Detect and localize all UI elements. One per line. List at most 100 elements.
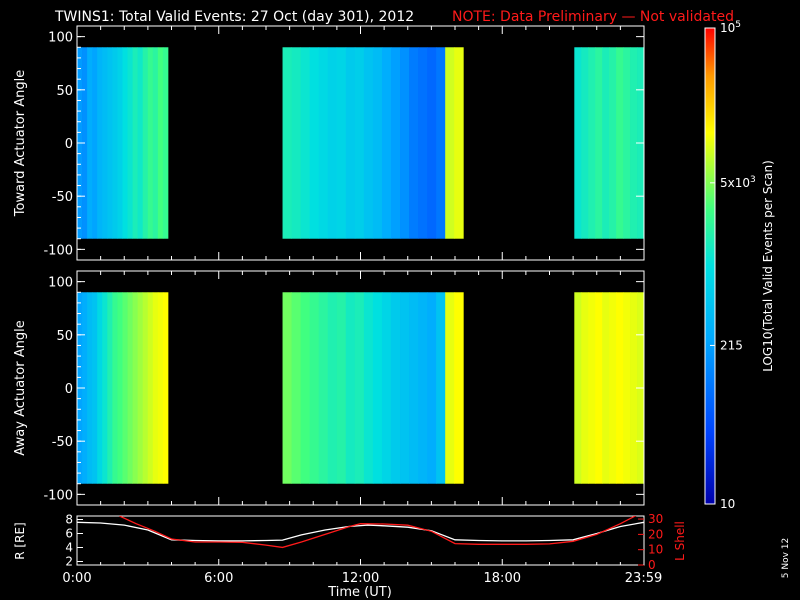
away-cell (454, 292, 464, 484)
toward-cell (400, 47, 410, 239)
away-cell (363, 292, 374, 484)
toward-ytick-label: 0 (65, 137, 73, 152)
r-tick-label: 2 (65, 555, 73, 569)
toward-cell (157, 47, 164, 239)
time-tick-label: 12:00 (342, 571, 379, 586)
away-ytick-label: 50 (56, 329, 73, 344)
toward-cell (616, 47, 624, 239)
away-cell (381, 292, 392, 484)
colorbar: 10 215 5x103 105 LOG10(Total Valid Events p… (704, 20, 775, 511)
toward-cell (327, 47, 338, 239)
toward-cell (595, 47, 603, 239)
toward-cell (147, 47, 154, 239)
toward-cell (122, 47, 128, 239)
toward-cell (92, 47, 98, 239)
l-shell-tick-label: 20 (648, 527, 663, 541)
chart-title: TWINS1: Total Valid Events: 27 Oct (day … (54, 9, 414, 25)
away-cell (400, 292, 410, 484)
away-cell (157, 292, 164, 484)
away-cell (602, 292, 610, 484)
toward-ytick-label: 100 (48, 31, 73, 46)
l-shell-tick-label: 0 (648, 558, 656, 572)
away-ylabel: Away Actuator Angle (13, 320, 28, 455)
away-cell (418, 292, 428, 484)
toward-cell (142, 47, 149, 239)
away-cell (282, 292, 292, 484)
r-series-line (77, 521, 644, 542)
away-cell (616, 292, 624, 484)
away-cell (372, 292, 383, 484)
away-cell (102, 292, 108, 484)
away-cell (327, 292, 338, 484)
away-cell (162, 292, 169, 484)
time-tick-label: 6:00 (204, 571, 233, 586)
away-cell (112, 292, 118, 484)
away-cell (574, 292, 582, 484)
toward-cell (112, 47, 118, 239)
toward-heatmap-cells (77, 47, 645, 239)
away-cell (354, 292, 365, 484)
toward-ytick-label: -100 (43, 243, 73, 258)
away-cell (436, 292, 446, 484)
toward-cell (102, 47, 108, 239)
orbit-lines (77, 516, 644, 549)
time-axis-label: Time (UT) (327, 585, 392, 600)
away-y-axis: 100 50 0 -50 -100 (43, 271, 645, 505)
r-tick-label: 6 (65, 527, 73, 541)
date-stamp: 5 Nov 12 (781, 538, 791, 578)
away-cell (127, 292, 133, 484)
toward-cell (630, 47, 638, 239)
toward-cell (137, 47, 144, 239)
toward-cell (345, 47, 356, 239)
toward-cell (107, 47, 113, 239)
toward-cell (436, 47, 446, 239)
colorbar-tick-label: 5x103 (720, 175, 756, 190)
time-tick-label: 18:00 (484, 571, 521, 586)
toward-cell (602, 47, 610, 239)
toward-cell (354, 47, 365, 239)
away-ytick-label: 100 (48, 276, 73, 291)
toward-cell (162, 47, 169, 239)
toward-cell (282, 47, 292, 239)
l-shell-axis-label: L Shell (673, 521, 687, 561)
away-cell (300, 292, 311, 484)
toward-cell (588, 47, 596, 239)
away-cell (588, 292, 596, 484)
away-cell (137, 292, 144, 484)
time-tick-label: 23:59 (625, 571, 662, 586)
toward-cell (87, 47, 93, 239)
away-cell (152, 292, 159, 484)
colorbar-label: LOG10(Total Valid Events per Scan) (761, 160, 775, 372)
away-cell (117, 292, 123, 484)
toward-cell (336, 47, 347, 239)
toward-cell (609, 47, 617, 239)
toward-cell (427, 47, 437, 239)
toward-cell (409, 47, 419, 239)
toward-cell (445, 47, 455, 239)
away-cell (92, 292, 98, 484)
away-cell (345, 292, 356, 484)
toward-cell (300, 47, 311, 239)
toward-cell (363, 47, 374, 239)
r-tick-label: 4 (65, 541, 73, 555)
away-cell (427, 292, 437, 484)
l-shell-series-line (119, 516, 637, 549)
away-actuator-panel: 100 50 0 -50 -100 Away Actuator Angle (13, 270, 645, 506)
away-heatmap-cells (77, 292, 645, 484)
r-tick-label: 8 (65, 513, 73, 527)
toward-cell (117, 47, 123, 239)
away-cell (142, 292, 149, 484)
l-shell-tick-label: 30 (648, 512, 663, 526)
toward-ylabel: Toward Actuator Angle (13, 70, 28, 217)
away-cell (390, 292, 401, 484)
toward-cell (390, 47, 401, 239)
away-cell (318, 292, 329, 484)
toward-cell (132, 47, 139, 239)
toward-cell (318, 47, 329, 239)
away-cell (132, 292, 139, 484)
colorbar-gradient (704, 27, 716, 505)
toward-cell (309, 47, 320, 239)
away-cell (97, 292, 103, 484)
